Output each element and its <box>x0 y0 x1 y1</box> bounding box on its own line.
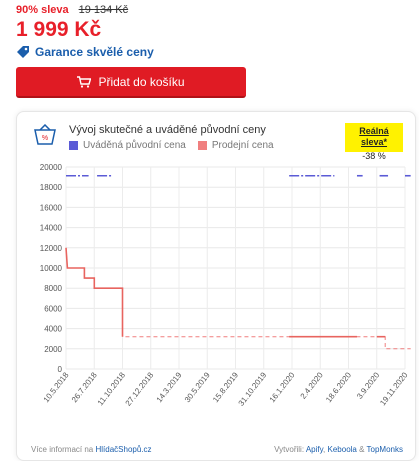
badge-value: -38 % <box>362 151 386 161</box>
cart-icon <box>77 75 92 88</box>
add-to-cart-label: Přidat do košíku <box>98 74 185 89</box>
x-tick-label: 26.7.2018 <box>70 370 99 404</box>
x-tick-label: 2.4.2020 <box>299 370 326 401</box>
add-to-cart-button[interactable]: Přidat do košíku <box>16 67 246 98</box>
y-tick-label: 0 <box>58 365 63 374</box>
sale-price-line-solid <box>65 247 124 337</box>
y-tick-label: 10000 <box>40 264 63 273</box>
legend-original[interactable]: Uváděná původní cena <box>69 140 186 151</box>
badge-title: Reálná sleva* <box>359 126 389 147</box>
keboola-link[interactable]: Keboola <box>327 445 357 454</box>
legend-sale-label: Prodejní cena <box>211 140 274 151</box>
x-tick-label: 18.6.2020 <box>324 370 353 404</box>
x-tick-label: 31.10.2019 <box>237 370 269 408</box>
y-tick-label: 2000 <box>44 345 62 354</box>
y-tick-label: 8000 <box>44 284 62 293</box>
topmonks-link[interactable]: TopMonks <box>366 445 403 454</box>
x-tick-label: 11.10.2018 <box>96 370 128 407</box>
footer-credits: Vytvořili: Apify, Keboola & TopMonks <box>274 445 403 454</box>
legend-swatch-original <box>69 141 78 150</box>
credit-sep1: , <box>323 445 326 454</box>
apify-link[interactable]: Apify <box>305 445 324 454</box>
credit-prefix: Vytvořili: <box>274 445 305 454</box>
x-tick-label: 10.5.2018 <box>42 370 71 404</box>
current-price: 1 999 Kč <box>16 18 102 41</box>
y-tick-label: 18000 <box>40 183 63 192</box>
price-box: 90% sleva 19 134 Kč 1 999 Kč Garance skv… <box>16 4 406 60</box>
x-tick-label: 15.8.2019 <box>211 370 240 404</box>
x-tick-label: 16.1.2020 <box>268 370 297 404</box>
footer-prefix: Více informací na <box>31 445 94 454</box>
y-tick-label: 6000 <box>44 304 62 313</box>
x-tick-label: 27.12.2018 <box>124 370 156 408</box>
tag-icon <box>17 46 29 58</box>
real-discount-badge[interactable]: Reálná sleva* -38 % <box>345 123 403 161</box>
y-tick-label: 14000 <box>40 224 63 233</box>
guarantee-label[interactable]: Garance skvělé ceny <box>35 45 154 59</box>
footer-more-info: Více informací na HlídačShopů.cz <box>31 445 152 454</box>
discount-row: 90% sleva 19 134 Kč <box>16 4 406 17</box>
price-guarantee[interactable]: Garance skvělé ceny <box>16 44 406 60</box>
old-price: 19 134 Kč <box>78 4 129 16</box>
hlidac-link[interactable]: HlídačShopů.cz <box>95 445 152 454</box>
credit-sep2: & <box>359 445 365 454</box>
legend-swatch-sale <box>197 141 207 150</box>
price-history-chart: 0 2000 4000 6000 8000 10000 12000 14000 16000 180… <box>40 163 411 408</box>
y-tick-label: 4000 <box>44 325 62 334</box>
y-tick-label: 16000 <box>40 203 63 212</box>
y-tick-label: 20000 <box>40 163 63 172</box>
legend-sale[interactable]: Prodejní cena <box>197 140 274 151</box>
y-tick-label: 12000 <box>40 244 63 253</box>
chart-legend: Uváděná původní cena Prodejní cena <box>69 140 274 151</box>
discount-tag-icon: % <box>34 124 56 145</box>
x-tick-label: 19.11.2020 <box>378 370 410 407</box>
x-tick-label: 14.3.2019 <box>155 370 184 404</box>
legend-original-label: Uváděná původní cena <box>83 140 186 151</box>
price-history-card: 0 2000 4000 6000 8000 10000 12000 14000 16000 180… <box>16 111 416 461</box>
chart-title: Vývoj skutečné a uváděné původní ceny <box>69 124 266 136</box>
svg-text:%: % <box>42 135 48 142</box>
x-tick-label: 30.5.2019 <box>183 370 212 404</box>
discount-label: 90% sleva <box>16 4 69 16</box>
x-tick-label: 3.9.2020 <box>355 370 382 401</box>
sale-price-line-dashed <box>65 247 411 350</box>
